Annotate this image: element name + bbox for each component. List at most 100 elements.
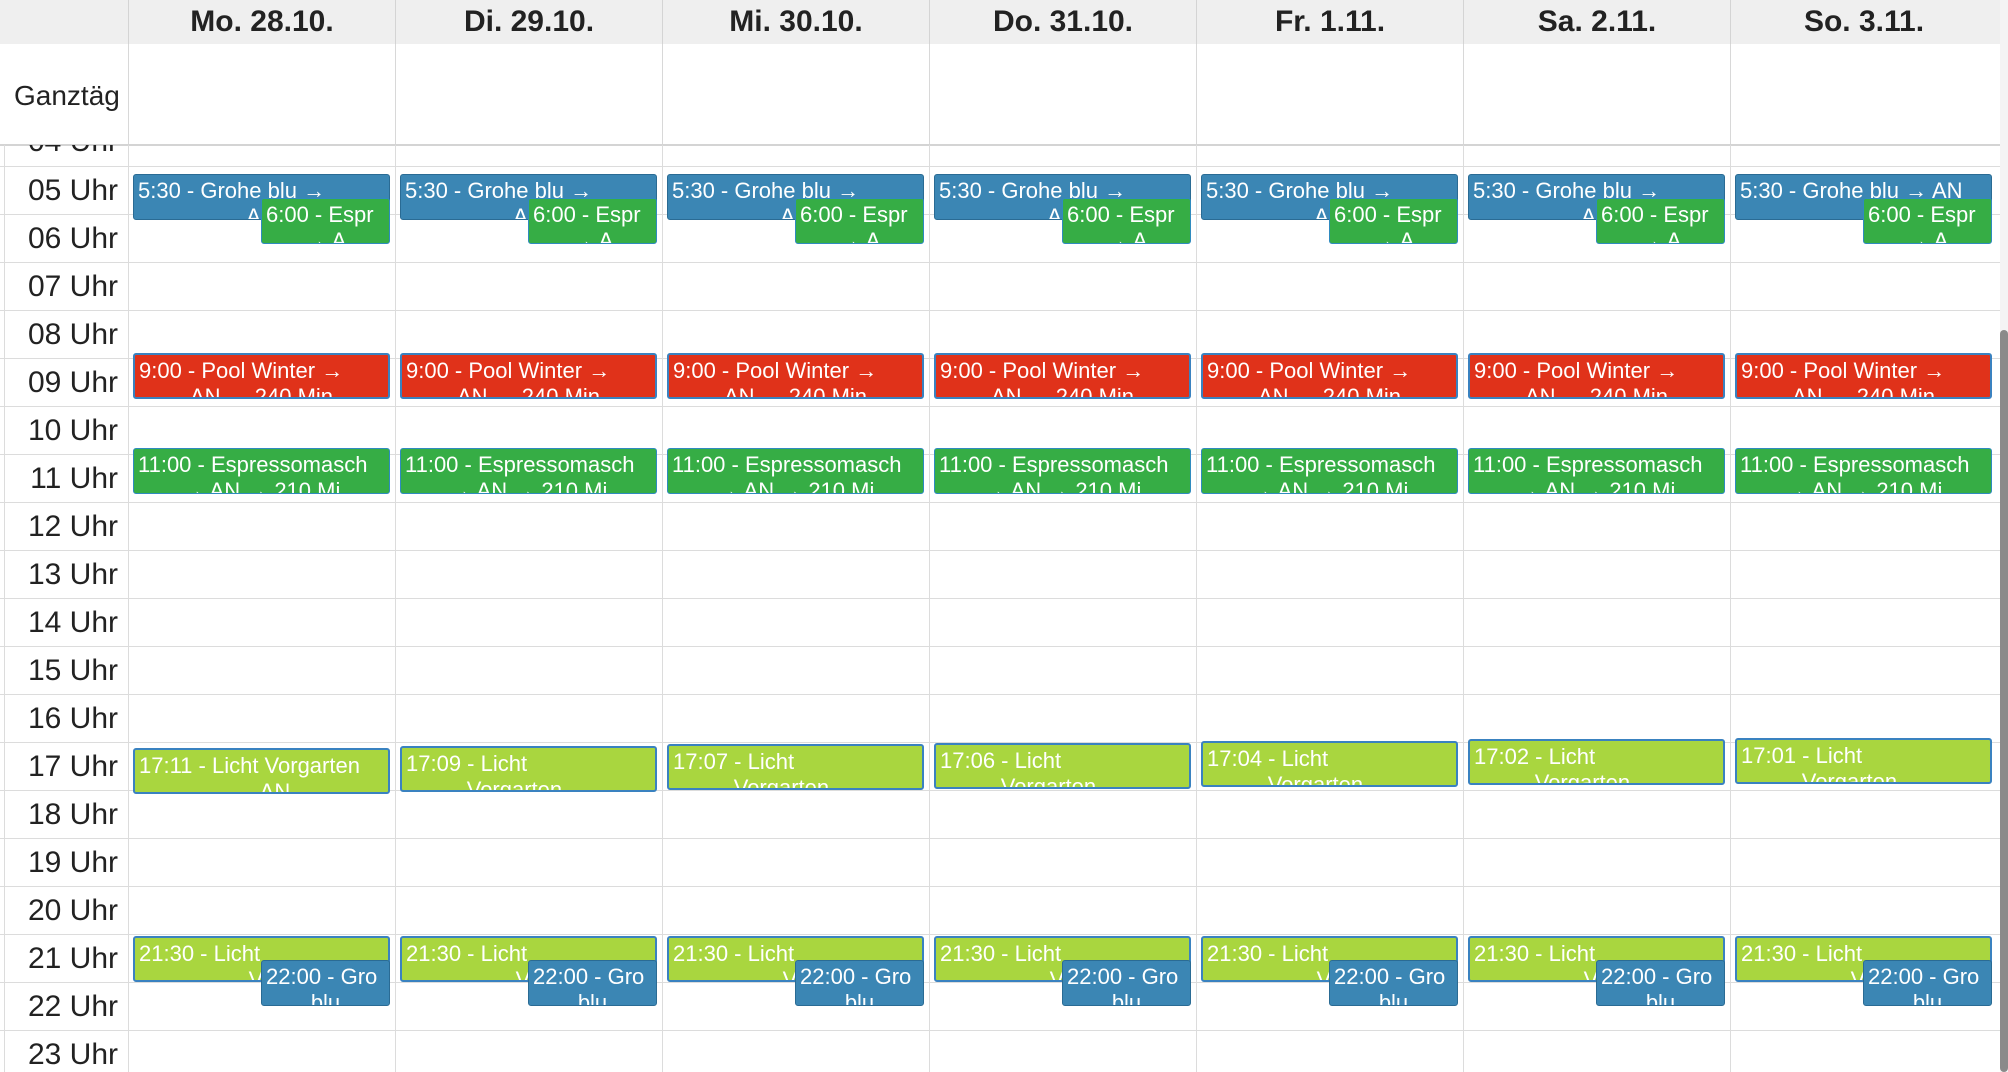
day-header[interactable]: Mo. 28.10.: [128, 0, 395, 44]
time-grid[interactable]: 04 Uhr 05 Uhr 06 Uhr 07 Uhr 08 Uhr 09 Uhr 10 U…: [0, 145, 2000, 1072]
event-subtitle: → AN → 210 Mi: [1250, 478, 1409, 494]
all-day-cell[interactable]: [1730, 44, 1997, 144]
day-header[interactable]: Mi. 30.10.: [662, 0, 929, 44]
calendar-event[interactable]: 6:00 - Espr → A: [261, 198, 390, 244]
calendar-event[interactable]: 9:00 - Pool Winter → AN → 240 Min: [1468, 353, 1725, 399]
hour-line: [0, 646, 2000, 647]
vertical-scrollbar[interactable]: [2000, 330, 2008, 1072]
calendar-event[interactable]: 22:00 - Gro blu: [528, 960, 657, 1006]
calendar-event[interactable]: 17:04 - Licht Vorgarten →: [1201, 741, 1458, 787]
all-day-cell[interactable]: [128, 44, 395, 144]
all-day-cell[interactable]: [395, 44, 662, 144]
calendar-event[interactable]: 11:00 - Espressomasch → AN → 210 Mi: [133, 448, 390, 494]
all-day-row: Ganztäg: [0, 44, 2000, 146]
calendar-event[interactable]: 22:00 - Gro blu: [795, 960, 924, 1006]
calendar-event[interactable]: 6:00 - Espr → A: [528, 198, 657, 244]
calendar-event[interactable]: 6:00 - Espr → A: [795, 198, 924, 244]
calendar-event[interactable]: 9:00 - Pool Winter → AN → 240 Min: [133, 353, 390, 399]
hour-line: [0, 502, 2000, 503]
day-header[interactable]: Sa. 2.11.: [1463, 0, 1730, 44]
calendar-event[interactable]: 11:00 - Espressomasch → AN → 210 Mi: [400, 448, 657, 494]
day-header[interactable]: So. 3.11.: [1730, 0, 1997, 44]
calendar-event[interactable]: 17:06 - Licht Vorgarten →: [934, 743, 1191, 789]
event-subtitle: blu: [1378, 990, 1409, 1006]
calendar-event[interactable]: 9:00 - Pool Winter → AN → 240 Min: [1201, 353, 1458, 399]
calendar-event[interactable]: 17:02 - Licht Vorgarten →: [1468, 739, 1725, 785]
calendar-event[interactable]: 9:00 - Pool Winter → AN → 240 Min: [667, 353, 924, 399]
event-subtitle: Vorgarten →: [733, 775, 858, 790]
hour-line: [0, 838, 2000, 839]
calendar-event[interactable]: 17:09 - Licht Vorgarten →: [400, 746, 657, 792]
event-subtitle: AN → 240 Min: [1257, 384, 1402, 399]
event-subtitle: Vorgarten →: [1267, 772, 1392, 787]
event-subtitle: AN → 240 Min: [456, 384, 601, 399]
calendar-event[interactable]: 9:00 - Pool Winter → AN → 240 Min: [934, 353, 1191, 399]
event-title: 17:07 - Licht: [673, 749, 795, 774]
event-subtitle: blu: [1645, 990, 1676, 1006]
calendar-event[interactable]: 22:00 - Gro blu: [1062, 960, 1191, 1006]
event-title: 9:00 - Pool Winter →: [1207, 358, 1412, 383]
event-subtitle: Vorgarten →: [1801, 769, 1926, 784]
calendar-event[interactable]: 6:00 - Espr → A: [1329, 198, 1458, 244]
calendar-event[interactable]: 11:00 - Espressomasch → AN → 210 Mi: [1201, 448, 1458, 494]
event-subtitle: → AN → 210 Mi: [449, 478, 608, 494]
calendar-event[interactable]: 22:00 - Gro blu: [1329, 960, 1458, 1006]
event-subtitle: → AN → 210 Mi: [1784, 478, 1943, 494]
hour-line: [0, 310, 2000, 311]
day-header[interactable]: Di. 29.10.: [395, 0, 662, 44]
calendar-event[interactable]: 9:00 - Pool Winter → AN → 240 Min: [400, 353, 657, 399]
event-subtitle: → A: [1906, 228, 1949, 244]
hour-line: [0, 1030, 2000, 1031]
event-subtitle: → A: [1372, 228, 1415, 244]
all-day-cell[interactable]: [1196, 44, 1463, 144]
all-day-cell[interactable]: [1463, 44, 1730, 144]
calendar-event[interactable]: 22:00 - Gro blu: [1596, 960, 1725, 1006]
calendar-event[interactable]: 17:07 - Licht Vorgarten →: [667, 744, 924, 790]
calendar-event[interactable]: 11:00 - Espressomasch → AN → 210 Mi: [667, 448, 924, 494]
hour-label: 15 Uhr: [27, 654, 118, 687]
day-header[interactable]: Do. 31.10.: [929, 0, 1196, 44]
day-column-divider: [662, 145, 663, 1072]
all-day-cell[interactable]: [662, 44, 929, 144]
hour-label: 13 Uhr: [27, 558, 118, 591]
event-title: 22:00 - Gro: [1868, 964, 1980, 989]
event-title: 22:00 - Gro: [1601, 964, 1713, 989]
calendar-event[interactable]: 11:00 - Espressomasch → AN → 210 Mi: [1468, 448, 1725, 494]
event-subtitle: AN → 240 Min: [1791, 384, 1936, 399]
calendar-event[interactable]: 11:00 - Espressomasch → AN → 210 Mi: [934, 448, 1191, 494]
hour-label: 23 Uhr: [27, 1038, 118, 1071]
day-column-divider: [1463, 145, 1464, 1072]
all-day-cell[interactable]: [929, 44, 1196, 144]
hour-label: 21 Uhr: [27, 942, 118, 975]
calendar-event[interactable]: 6:00 - Espr → A: [1062, 198, 1191, 244]
hour-label: 18 Uhr: [27, 798, 118, 831]
hour-label: 17 Uhr: [27, 750, 118, 783]
day-header[interactable]: Fr. 1.11.: [1196, 0, 1463, 44]
event-subtitle: blu: [577, 990, 608, 1006]
day-column-divider: [929, 145, 930, 1072]
hour-label: 16 Uhr: [27, 702, 118, 735]
calendar-event[interactable]: 9:00 - Pool Winter → AN → 240 Min: [1735, 353, 1992, 399]
calendar-event[interactable]: 22:00 - Gro blu: [261, 960, 390, 1006]
day-column-divider: [1730, 145, 1731, 1072]
calendar-event[interactable]: 11:00 - Espressomasch → AN → 210 Mi: [1735, 448, 1992, 494]
event-subtitle: blu: [1912, 990, 1943, 1006]
event-subtitle: → A: [838, 228, 881, 244]
calendar-event[interactable]: 22:00 - Gro blu: [1863, 960, 1992, 1006]
event-subtitle: → AN → 210 Mi: [983, 478, 1142, 494]
calendar-event[interactable]: 6:00 - Espr → A: [1863, 198, 1992, 244]
calendar-event[interactable]: 17:01 - Licht Vorgarten →: [1735, 738, 1992, 784]
hour-label: 07 Uhr: [27, 270, 118, 303]
hour-line: [0, 934, 2000, 935]
hour-label: 11 Uhr: [30, 462, 118, 495]
event-title: 9:00 - Pool Winter →: [139, 358, 344, 383]
all-day-label: Ganztäg: [14, 80, 120, 111]
calendar-event[interactable]: 6:00 - Espr → A: [1596, 198, 1725, 244]
calendar-event[interactable]: 17:11 - Licht Vorgarten → AN: [133, 748, 390, 794]
event-title: 6:00 - Espr: [1067, 202, 1175, 227]
event-title: 22:00 - Gro: [533, 964, 645, 989]
event-title: 17:04 - Licht: [1207, 746, 1329, 771]
event-subtitle: → AN: [232, 779, 291, 794]
event-title: 9:00 - Pool Winter →: [406, 358, 611, 383]
day-column-divider: [128, 145, 129, 1072]
